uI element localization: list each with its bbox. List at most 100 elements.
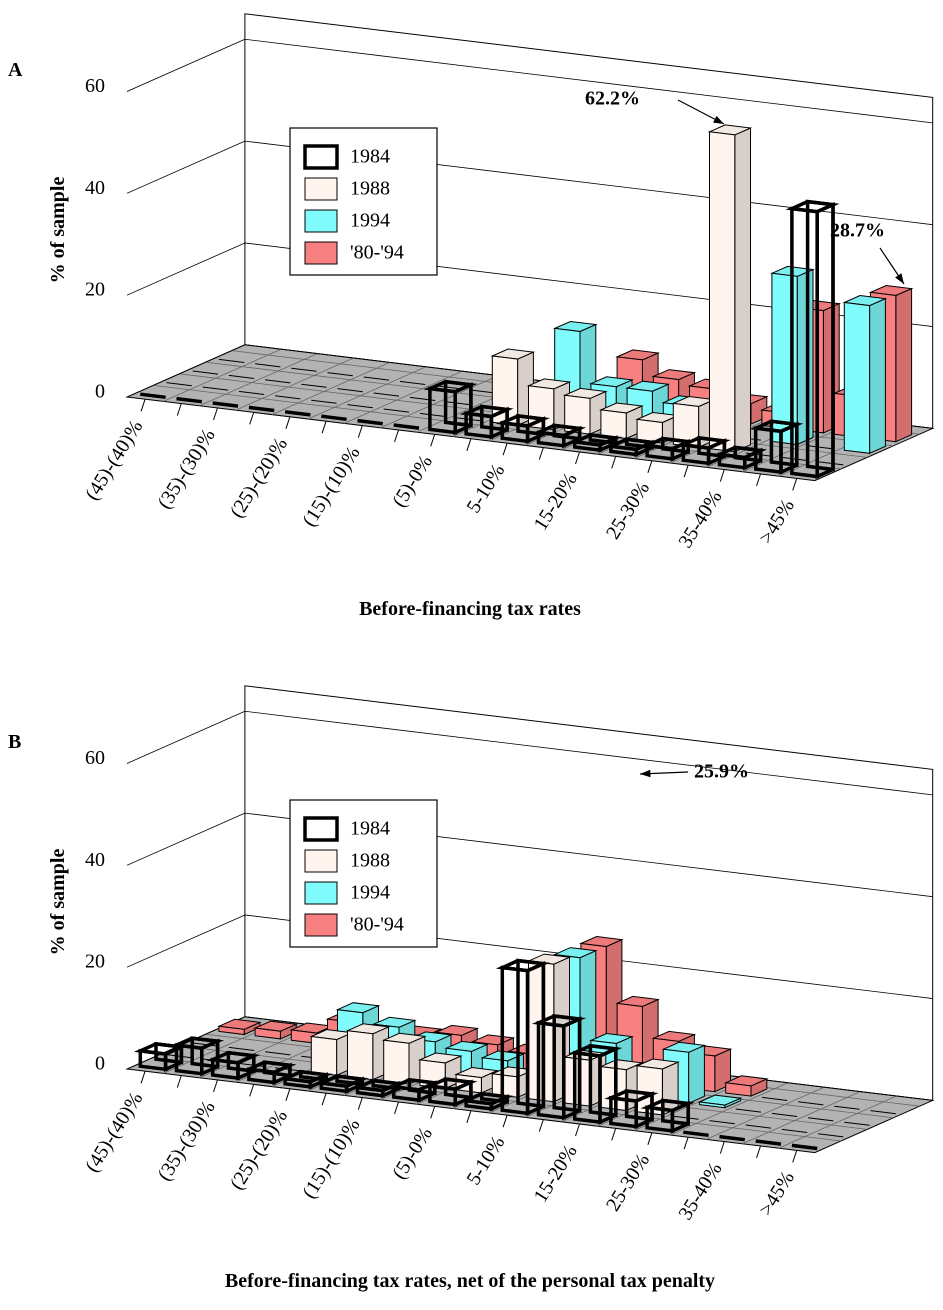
bar [238,390,265,395]
bar-front [391,1084,421,1103]
y-tick-label: 60 [85,75,105,97]
bar-front [600,409,627,440]
x-tick [430,434,436,447]
legend-swatch [304,177,338,201]
bar [870,1110,896,1115]
bar-front [536,1020,566,1120]
x-tick-label: (15)-(10)% [298,443,364,531]
bar [640,1098,695,1134]
bar [192,370,219,375]
bar-front [238,390,265,395]
bar [275,395,301,400]
bar [381,1032,427,1085]
bar-front [818,461,844,466]
bar [228,374,255,379]
bar-front [719,1134,746,1142]
bar [140,392,166,400]
bar-front [174,1043,204,1076]
x-tick-label: 25-30% [602,478,654,543]
bar [228,1046,255,1051]
bar-front [600,1066,627,1112]
panel: 0 20 40 60 (45)-(40)% (35)-(30)% (25)-(20)% (15… [8,685,935,1292]
x-tick [756,1145,761,1159]
bar [301,383,327,388]
bar-front [761,1096,788,1101]
bar-front [218,358,245,363]
bar-front [254,1027,281,1040]
bar-front [645,1105,675,1133]
bar-front [717,452,747,470]
x-tick-label: 5-10% [462,1132,509,1189]
legend-swatch [303,144,339,170]
x-tick-label: >45% [755,1167,799,1219]
bar-front [363,376,390,381]
x-tick [466,438,472,451]
bar-front [228,1046,255,1051]
bar-front [409,396,436,401]
bar-side [796,268,814,446]
bar-front [393,423,420,430]
floor-grid [706,1086,825,1140]
bar-front [564,1056,591,1107]
x-tick [249,412,255,425]
x-tick-label: (25)-(20)% [226,1106,292,1194]
bar [309,1029,355,1077]
bar-front [500,420,530,444]
legend-swatch [304,881,338,905]
floor-grid [271,362,390,415]
grid-line [244,38,933,124]
bar [176,396,203,404]
bar [383,408,410,413]
bar [202,386,229,391]
legend-label: '80-'94 [350,914,404,936]
bar-front [140,392,166,400]
bar-front [383,408,410,413]
bar [697,1094,743,1109]
bar [218,358,245,363]
bar-front [681,442,711,466]
bar [745,1124,772,1129]
x-tick-label: 5-10% [462,460,509,517]
bar-front [464,1098,494,1111]
bar-front [745,1124,772,1129]
x-tick [756,473,761,487]
x-tick [430,1106,436,1119]
bar [771,1112,798,1117]
x-tick [538,1119,544,1132]
x-tick [321,421,327,434]
bar-front [310,1035,338,1076]
bar-front [609,1095,638,1129]
annotation: 62.2% [585,88,640,110]
legend-label: 1988 [350,850,390,872]
x-tick-label: (5)-0% [388,1123,437,1183]
bar-front [645,443,675,461]
floor-grid [307,366,427,420]
bar [217,1018,262,1036]
bar-front [319,1081,349,1094]
arrow-head [640,769,651,778]
x-tick-label: 15-20% [530,1141,582,1206]
bar [291,367,317,372]
y-tick-label: 0 [95,381,105,403]
x-axis-title: Before-financing tax rates [359,598,581,620]
bar-front [327,372,353,377]
x-tick [647,460,653,473]
bar-side [661,1061,679,1116]
bar [253,1020,299,1040]
bar-side [869,297,886,455]
bar-front [399,380,426,385]
x-tick [792,1150,798,1163]
x-tick [213,407,218,421]
floor-grid [163,348,282,402]
bar-front [337,388,363,393]
x-axis-title: Before-financing tax rates, net of the p… [225,1270,715,1292]
bar-front [212,401,239,408]
bar-front [709,131,736,453]
bar-front [255,363,281,368]
x-tick [719,469,725,482]
bar [212,401,239,408]
y-tick-label: 60 [85,747,105,769]
bar-front [870,1110,896,1115]
bar [723,1075,769,1097]
